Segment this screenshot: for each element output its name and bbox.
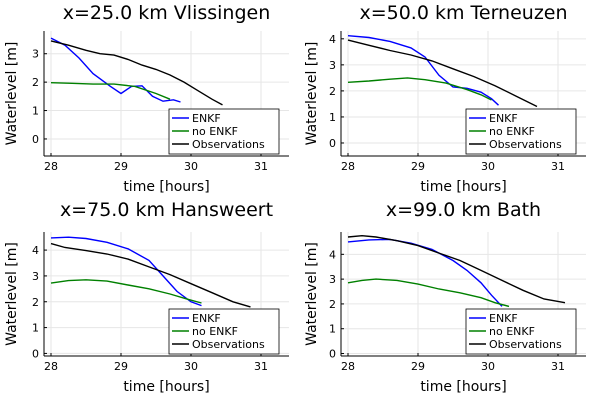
x-axis-label: time [hours] (123, 379, 209, 395)
y-tick-label: 0 (32, 347, 39, 360)
y-tick-label: 3 (32, 48, 39, 61)
x-tick-label: 28 (341, 360, 355, 373)
y-axis-label: Waterlevel [m] (304, 242, 320, 346)
x-tick-label: 29 (114, 160, 128, 173)
series-line-enkf (50, 37, 181, 103)
legend-entry: ENKF (192, 112, 221, 125)
series-line-no-enkf (50, 279, 202, 304)
legend-entry: ENKF (192, 312, 221, 325)
x-tick-label: 31 (551, 360, 565, 373)
y-tick-label: 0 (32, 133, 39, 146)
x-tick-label: 29 (411, 360, 425, 373)
x-tick-label: 31 (254, 360, 268, 373)
y-tick-label: 4 (329, 248, 336, 261)
legend-entry: no ENKF (489, 325, 535, 338)
legend-entry: Observations (489, 138, 562, 151)
legend-entry: ENKF (489, 312, 518, 325)
x-tick-label: 28 (44, 360, 58, 373)
y-axis-label: Waterlevel [m] (4, 242, 20, 346)
y-tick-label: 0 (329, 348, 336, 361)
y-tick-label: 1 (329, 323, 336, 336)
y-axis-label: Waterlevel [m] (4, 42, 20, 146)
subplot-2: 28 29 30 31 0 1 2 3 4 x=50.0 km Terneuzen time [ho… (304, 2, 586, 195)
subplot-4: 28 29 30 31 0 1 2 3 4 x=99.0 km Bath time [hours] W… (304, 199, 586, 395)
y-tick-label: 2 (329, 85, 336, 98)
legend-entry: Observations (192, 338, 265, 351)
series-line-enkf (50, 236, 202, 307)
y-tick-label: 3 (329, 59, 336, 72)
x-tick-label: 31 (551, 160, 565, 173)
legend-entry: no ENKF (192, 325, 238, 338)
y-tick-label: 2 (329, 298, 336, 311)
y-axis-label: Waterlevel [m] (304, 42, 320, 146)
y-tick-label: 0 (329, 137, 336, 150)
legend-entry: ENKF (489, 112, 518, 125)
x-tick-label: 29 (411, 160, 425, 173)
series-line-observations (50, 40, 223, 106)
subplot-3: 28 29 30 31 0 1 2 3 4 x=75.0 km Hansweert time [ho… (4, 199, 289, 395)
y-tick-label: 2 (32, 76, 39, 89)
y-tick-label: 1 (329, 111, 336, 124)
y-tick-label: 3 (32, 270, 39, 283)
x-tick-label: 28 (341, 160, 355, 173)
series-line-no-enkf (347, 77, 492, 101)
y-tick-label: 2 (32, 296, 39, 309)
y-tick-label: 3 (329, 273, 336, 286)
legend-entry: no ENKF (192, 125, 238, 138)
x-tick-label: 29 (114, 360, 128, 373)
x-tick-label: 31 (254, 160, 268, 173)
x-axis-label: time [hours] (420, 379, 506, 395)
subplot-title: x=50.0 km Terneuzen (359, 2, 567, 24)
subplot-1: 28 29 30 31 0 1 2 3 x=25.0 km Vlissingen time [ho… (4, 2, 289, 195)
legend-entry: Observations (489, 338, 562, 351)
series-line-observations (347, 234, 566, 304)
series-line-observations (50, 242, 251, 308)
series-line-enkf (347, 35, 499, 106)
y-tick-label: 4 (329, 33, 336, 46)
x-tick-label: 30 (481, 160, 495, 173)
x-tick-label: 28 (44, 160, 58, 173)
subplot-title: x=99.0 km Bath (386, 199, 541, 221)
legend-entry: Observations (192, 138, 265, 151)
series-line-enkf (347, 238, 503, 307)
series-line-observations (347, 39, 538, 108)
legend-entry: no ENKF (489, 125, 535, 138)
series-line-no-enkf (50, 82, 171, 100)
x-tick-label: 30 (481, 360, 495, 373)
subplot-title: x=25.0 km Vlissingen (63, 2, 271, 24)
x-tick-label: 30 (184, 360, 198, 373)
x-axis-label: time [hours] (420, 179, 506, 195)
y-tick-label: 1 (32, 322, 39, 335)
x-axis-label: time [hours] (123, 179, 209, 195)
y-tick-label: 4 (32, 244, 39, 257)
y-tick-label: 1 (32, 105, 39, 118)
series-line-no-enkf (347, 278, 510, 308)
x-tick-label: 30 (184, 160, 198, 173)
subplot-title: x=75.0 km Hansweert (60, 199, 273, 221)
